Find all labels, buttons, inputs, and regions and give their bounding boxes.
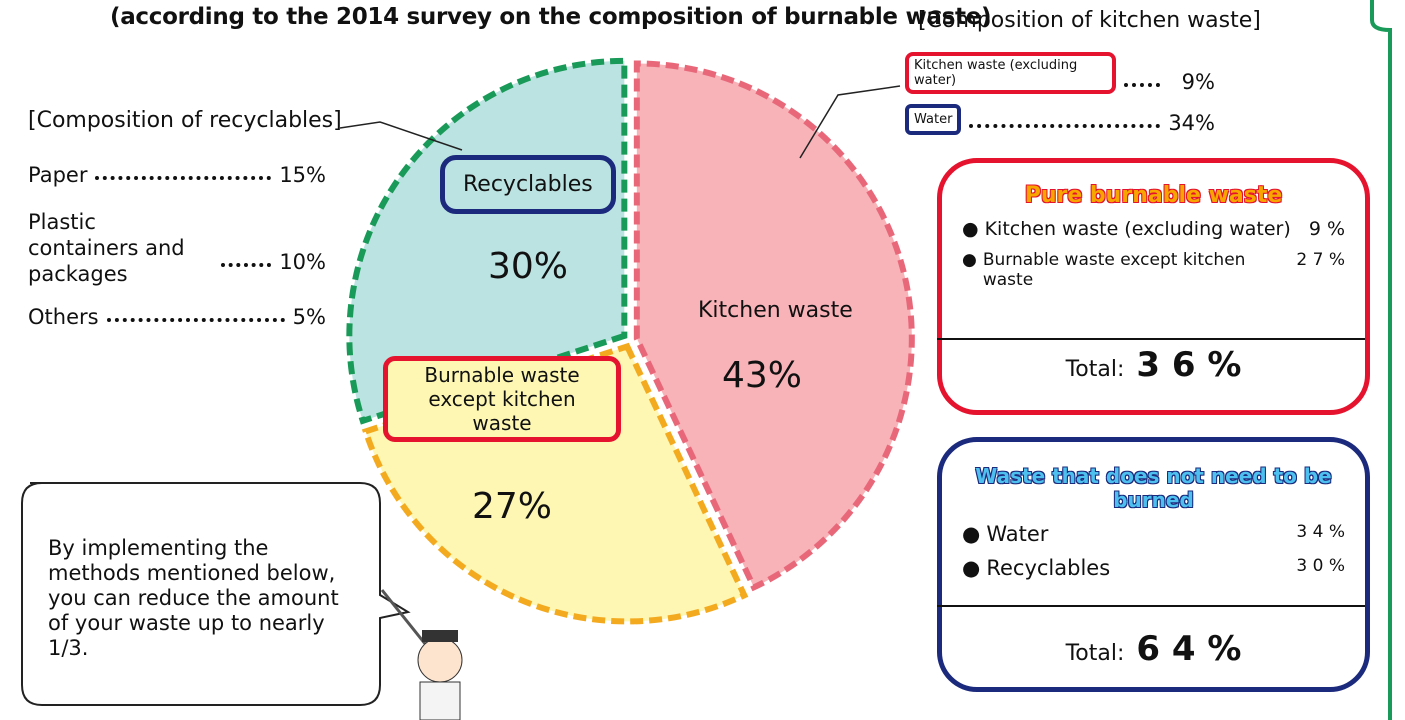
label: Kitchen waste (excluding water) — [985, 218, 1309, 240]
slice-label: Kitchen waste — [698, 298, 853, 323]
box-title: Pure burnable waste — [942, 183, 1365, 208]
frame — [1372, 0, 1390, 720]
rule — [937, 338, 1365, 340]
value: 9% — [1182, 70, 1215, 94]
note: By implementing the methods mentioned be… — [48, 536, 348, 661]
pure-burnable-box: Pure burnable waste Kitchen waste (exclu… — [937, 158, 1370, 415]
page: (according to the 2014 survey on the com… — [0, 0, 1405, 720]
total: Total: 6 4 % — [942, 629, 1365, 669]
label: Others — [28, 305, 99, 329]
label: Plastic containers and packages — [28, 209, 213, 287]
label: Paper — [28, 163, 87, 187]
kitchen-heading: [Composition of kitchen waste] — [918, 8, 1261, 33]
total-label: Total: — [1066, 357, 1125, 382]
slice-value: 30% — [488, 246, 568, 287]
title: (according to the 2014 survey on the com… — [110, 4, 991, 30]
row: Others 5% — [28, 305, 326, 329]
item: Kitchen waste (excluding water)9 % — [962, 218, 1345, 240]
slice-value: 43% — [722, 355, 802, 396]
slice-value: 27% — [472, 486, 552, 527]
slice-label: Recyclables — [440, 155, 616, 214]
row: Paper 15% — [28, 155, 326, 187]
label: Recyclables — [986, 556, 1296, 580]
value: 2 7 % — [1296, 250, 1345, 290]
row: Water 34% — [905, 104, 1215, 135]
not-burned-box: Waste that does not need to be burned Wa… — [937, 437, 1370, 692]
label: Burnable waste except kitchen waste — [983, 250, 1297, 290]
label: Kitchen waste (excluding water) — [905, 52, 1116, 94]
total-value: 3 6 % — [1136, 345, 1241, 385]
row: Plastic containers and packages 10% — [28, 209, 326, 287]
total-value: 6 4 % — [1136, 629, 1241, 669]
row: Kitchen waste (excluding water) 9% — [905, 52, 1215, 94]
value: 10% — [279, 250, 326, 274]
value: 15% — [279, 163, 326, 187]
box-title: Waste that does not need to be burned — [942, 464, 1365, 512]
value: 5% — [293, 305, 326, 329]
recyclables-list: Paper 15% Plastic containers and packages… — [28, 155, 326, 329]
slice-label: Burnable waste except kitchen waste — [383, 356, 621, 442]
recyclables-heading: [Composition of recyclables] — [28, 108, 342, 133]
label: Water — [905, 104, 961, 135]
rule — [937, 605, 1365, 607]
label: Water — [986, 522, 1296, 546]
value: 34% — [1168, 111, 1215, 135]
total: Total: 3 6 % — [942, 345, 1365, 385]
value: 9 % — [1309, 218, 1345, 240]
total-label: Total: — [1066, 641, 1125, 666]
value: 3 0 % — [1296, 556, 1345, 580]
value: 3 4 % — [1296, 522, 1345, 546]
kitchen-list: Kitchen waste (excluding water) 9% Water 3… — [905, 52, 1215, 135]
